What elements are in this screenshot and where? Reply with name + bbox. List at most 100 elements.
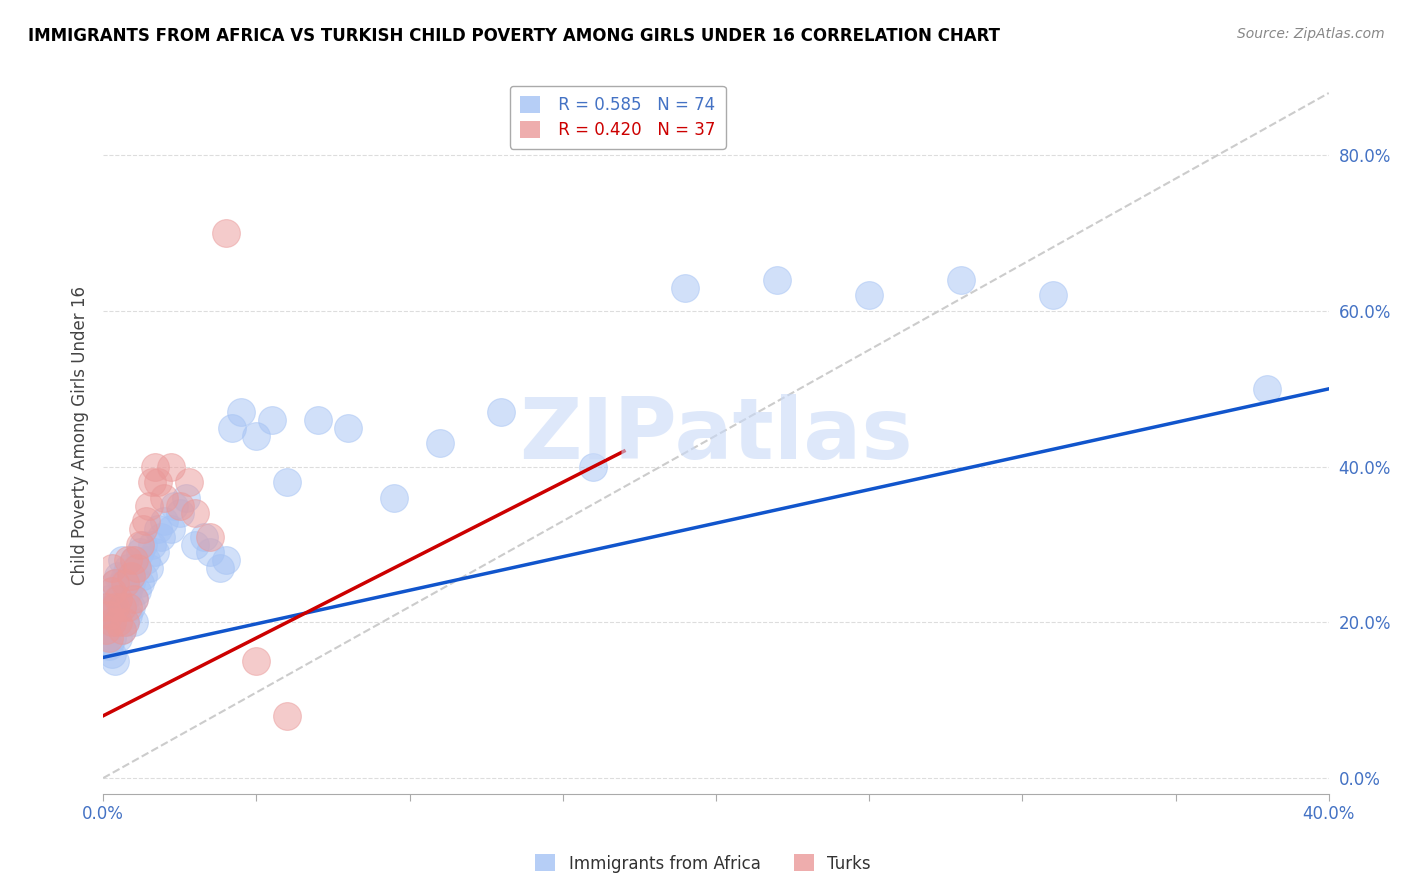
Point (260, 413, 283, 427)
Point (429, 436, 451, 450)
Point (125, 561, 148, 575)
Legend: Immigrants from Africa, Turks: Immigrants from Africa, Turks (529, 847, 877, 880)
Point (129, 576, 152, 591)
Point (858, 288, 880, 302)
Point (153, 491, 176, 505)
Point (101, 615, 124, 630)
Point (132, 522, 155, 536)
Point (114, 615, 136, 630)
Point (104, 576, 127, 591)
Point (96, 599, 118, 614)
Point (245, 428, 267, 442)
Point (110, 623, 132, 637)
Point (138, 499, 160, 513)
Point (276, 708, 298, 723)
Point (1256, 382, 1278, 396)
Point (104, 615, 127, 630)
Point (104, 599, 127, 614)
Point (117, 584, 139, 599)
Point (148, 475, 170, 490)
Point (138, 561, 160, 575)
Point (200, 530, 222, 544)
Point (110, 576, 132, 591)
Point (120, 576, 142, 591)
Point (101, 647, 124, 661)
Point (110, 599, 132, 614)
Point (215, 226, 238, 240)
Point (101, 561, 124, 575)
Point (107, 607, 129, 622)
Point (129, 545, 152, 559)
Point (101, 584, 124, 599)
Point (132, 537, 155, 551)
Point (215, 553, 238, 567)
Point (114, 568, 136, 582)
Point (1042, 288, 1064, 302)
Point (114, 615, 136, 630)
Point (122, 592, 145, 607)
Point (229, 405, 252, 419)
Point (159, 459, 181, 474)
Point (491, 405, 513, 419)
Point (107, 615, 129, 630)
Point (307, 413, 329, 427)
Point (117, 553, 139, 567)
Y-axis label: Child Poverty Among Girls Under 16: Child Poverty Among Girls Under 16 (72, 286, 89, 585)
Point (117, 561, 139, 575)
Point (110, 623, 132, 637)
Text: IMMIGRANTS FROM AFRICA VS TURKISH CHILD POVERTY AMONG GIRLS UNDER 16 CORRELATION: IMMIGRANTS FROM AFRICA VS TURKISH CHILD … (28, 27, 1000, 45)
Point (208, 561, 231, 575)
Point (135, 553, 157, 567)
Point (120, 568, 142, 582)
Point (104, 576, 127, 591)
Point (122, 553, 145, 567)
Point (96, 615, 118, 630)
Point (153, 514, 176, 528)
Point (114, 592, 136, 607)
Point (107, 631, 129, 645)
Point (221, 421, 243, 435)
Point (117, 599, 139, 614)
Point (120, 599, 142, 614)
Point (382, 491, 405, 505)
Point (582, 459, 605, 474)
Point (101, 584, 124, 599)
Point (141, 475, 163, 490)
Point (159, 522, 181, 536)
Point (101, 631, 124, 645)
Text: ZIPatlas: ZIPatlas (519, 394, 912, 477)
Point (143, 545, 166, 559)
Point (96, 631, 118, 645)
Point (107, 592, 129, 607)
Point (174, 491, 197, 505)
Point (177, 475, 200, 490)
Point (122, 615, 145, 630)
Point (143, 459, 166, 474)
Point (117, 607, 139, 622)
Point (101, 615, 124, 630)
Point (193, 530, 215, 544)
Point (125, 584, 148, 599)
Point (110, 599, 132, 614)
Text: Source: ZipAtlas.com: Source: ZipAtlas.com (1237, 27, 1385, 41)
Point (98, 592, 121, 607)
Point (98, 623, 121, 637)
Point (673, 280, 696, 294)
Point (337, 421, 360, 435)
Point (169, 507, 191, 521)
Point (122, 553, 145, 567)
Point (950, 273, 973, 287)
Point (104, 599, 127, 614)
Point (245, 654, 267, 668)
Point (101, 599, 124, 614)
Point (150, 530, 173, 544)
Point (148, 522, 170, 536)
Point (766, 273, 789, 287)
Point (125, 561, 148, 575)
Point (114, 576, 136, 591)
Point (184, 507, 207, 521)
Point (98, 607, 121, 622)
Legend:  R = 0.585   N = 74,  R = 0.420   N = 37: R = 0.585 N = 74, R = 0.420 N = 37 (510, 86, 725, 149)
Point (104, 654, 127, 668)
Point (107, 568, 129, 582)
